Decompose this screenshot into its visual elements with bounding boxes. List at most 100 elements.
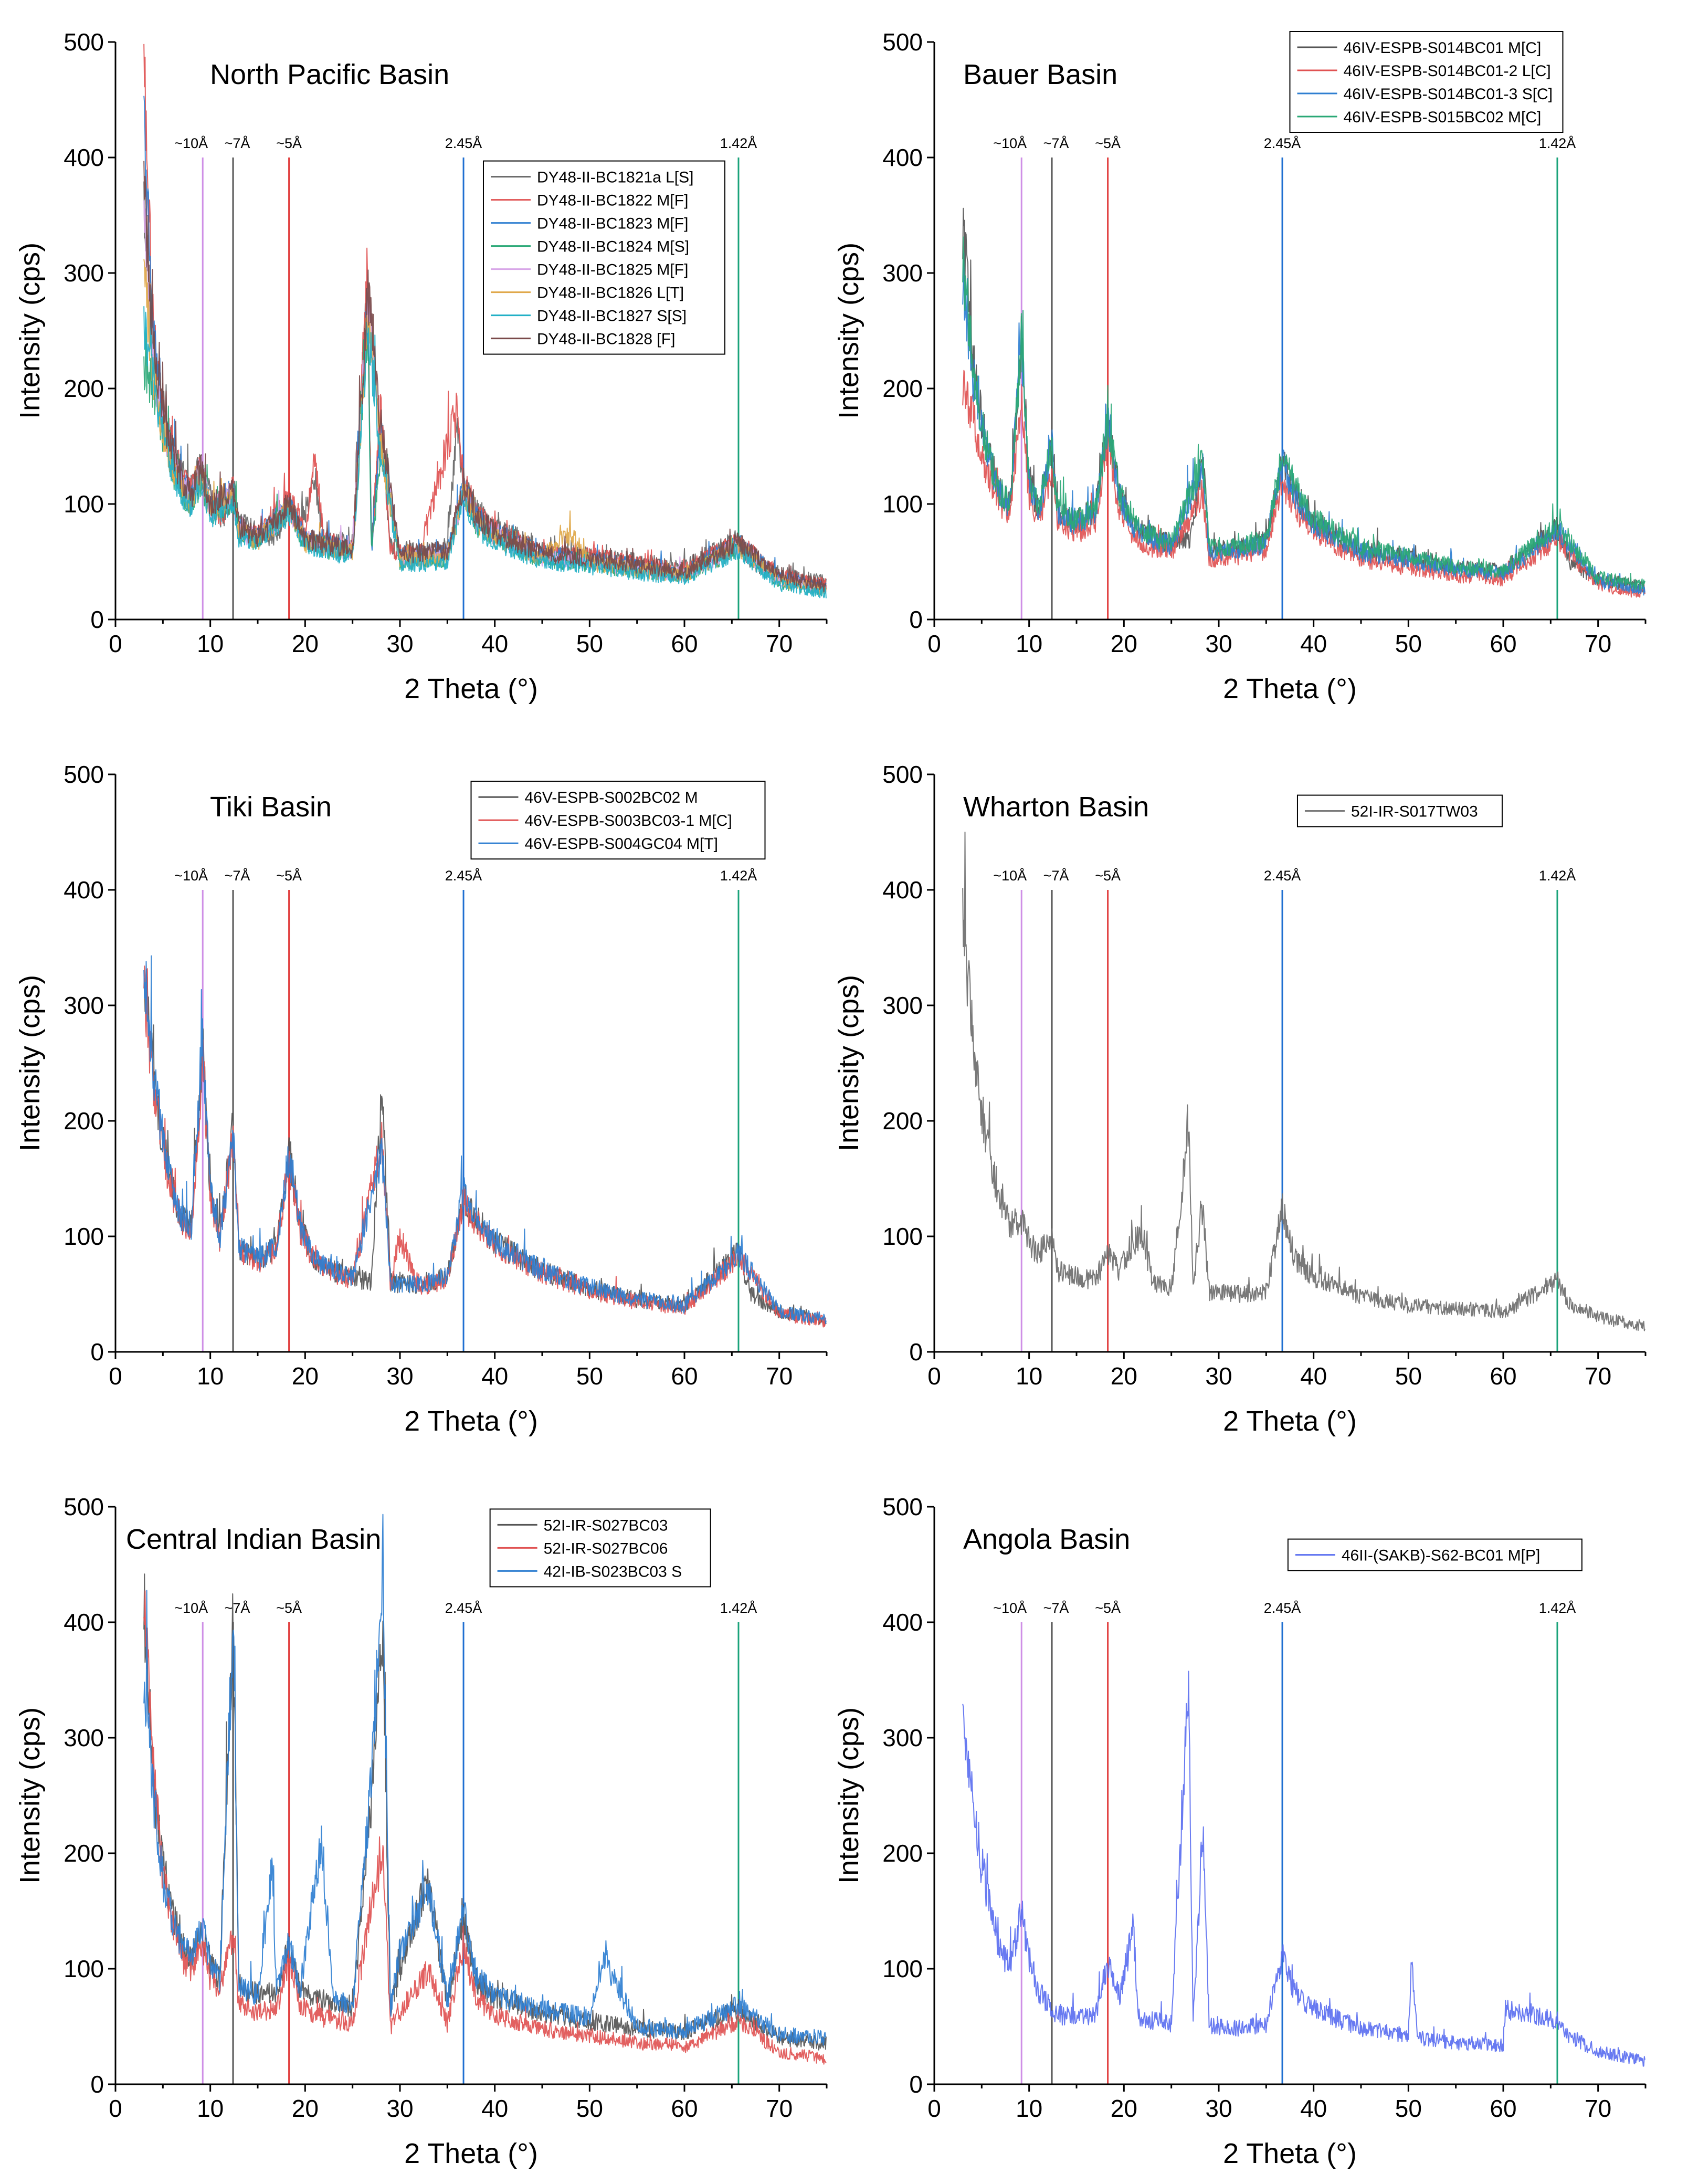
- reference-line-label: ~10Å: [993, 867, 1027, 884]
- reference-line-label: ~7Å: [1043, 867, 1069, 884]
- y-tick-label: 500: [64, 761, 104, 788]
- legend-label: 52I-IR-S027BC03: [544, 1517, 668, 1534]
- reference-line-label: 2.45Å: [445, 1600, 482, 1616]
- x-tick-label: 0: [109, 630, 122, 657]
- y-tick-label: 300: [882, 992, 923, 1019]
- x-tick-label: 30: [1205, 2095, 1232, 2122]
- x-tick-label: 70: [1585, 2095, 1611, 2122]
- x-tick-label: 40: [481, 630, 508, 657]
- legend-label: DY48-II-BC1821a L[S]: [537, 169, 694, 186]
- reference-line-label: 1.42Å: [720, 135, 757, 151]
- chart-panel: 0 100 200 300 400 500 0 10 20 30 40 50 60 70 2 Theta (…: [833, 761, 1647, 1437]
- reference-line-label: ~7Å: [225, 1600, 250, 1616]
- y-tick-label: 0: [909, 1338, 923, 1366]
- x-axis-title: 2 Theta (°): [404, 1405, 538, 1437]
- legend-label: 46IV-ESPB-S014BC01-3 S[C]: [1344, 86, 1553, 103]
- legend: 52I-IR-S027BC03 52I-IR-S027BC06 42I-IB-S02…: [489, 1508, 711, 1588]
- y-tick-label: 200: [64, 375, 104, 402]
- y-tick-label: 300: [882, 259, 923, 287]
- basin-title: Bauer Basin: [963, 59, 1117, 90]
- y-axis-title: Intensity (cps): [14, 975, 46, 1151]
- y-tick-label: 100: [64, 1955, 104, 1982]
- reference-line-label: ~10Å: [174, 867, 208, 884]
- y-tick-label: 300: [64, 992, 104, 1019]
- y-tick-label: 0: [909, 2071, 923, 2098]
- reference-lines: [202, 890, 740, 1352]
- data-series-line: [143, 1514, 827, 2046]
- legend-label: 46V-ESPB-S004GC04 M[T]: [525, 835, 719, 853]
- legend: DY48-II-BC1821a L[S] DY48-II-BC1822 M[F] D…: [482, 160, 725, 355]
- series-group: [962, 207, 1645, 598]
- x-tick-label: 20: [292, 2095, 319, 2122]
- reference-line-label: 1.42Å: [1539, 1600, 1576, 1616]
- x-tick-label: 60: [671, 2095, 698, 2122]
- reference-line-label: ~10Å: [993, 1600, 1027, 1616]
- y-tick-label: 300: [64, 1724, 104, 1751]
- reference-lines: [1020, 1622, 1558, 2084]
- y-tick-label: 200: [882, 1107, 923, 1135]
- data-series-line: [962, 236, 1645, 591]
- chart-panel: 0 100 200 300 400 500 0 10 20 30 40 50 60 70 2 Theta (…: [14, 28, 828, 705]
- x-tick-label: 70: [766, 1362, 793, 1390]
- x-tick-label: 10: [197, 1362, 224, 1390]
- data-series-line: [143, 161, 827, 593]
- legend: 46II-(SAKB)-S62-BC01 M[P]: [1287, 1538, 1582, 1571]
- x-tick-label: 60: [1490, 630, 1516, 657]
- y-tick-label: 100: [882, 1223, 923, 1250]
- legend-box: [1289, 31, 1564, 133]
- x-tick-label: 10: [197, 630, 224, 657]
- x-tick-label: 20: [1111, 1362, 1137, 1390]
- chart-panel: 0 100 200 300 400 500 0 10 20 30 40 50 60 70 2 Theta (…: [833, 1493, 1647, 2169]
- x-axis-title: 2 Theta (°): [1223, 1405, 1357, 1437]
- y-tick-label: 400: [882, 876, 923, 904]
- x-axis-title: 2 Theta (°): [1223, 673, 1357, 705]
- x-tick-label: 50: [1395, 2095, 1422, 2122]
- x-tick-label: 0: [927, 2095, 941, 2122]
- y-tick-label: 200: [882, 375, 923, 402]
- data-series-line: [143, 1590, 827, 2065]
- legend-box: [470, 781, 766, 860]
- data-series-line: [962, 832, 1645, 1331]
- data-series-line: [962, 253, 1645, 596]
- x-tick-label: 0: [109, 2095, 122, 2122]
- reference-line-label: ~7Å: [1043, 135, 1069, 151]
- x-tick-label: 30: [1205, 630, 1232, 657]
- y-tick-label: 400: [64, 1609, 104, 1636]
- legend-label: 46V-ESPB-S002BC02 M: [525, 789, 698, 806]
- reference-line-label: ~10Å: [174, 135, 208, 151]
- y-tick-label: 200: [882, 1840, 923, 1867]
- x-tick-label: 50: [1395, 630, 1422, 657]
- data-series-line: [962, 1671, 1645, 2067]
- chart-panel: 0 100 200 300 400 500 0 10 20 30 40 50 60 70 2 Theta (…: [833, 28, 1647, 705]
- x-tick-label: 10: [1016, 2095, 1042, 2122]
- legend-label: DY48-II-BC1825 M[F]: [537, 261, 688, 279]
- y-axis-title: Intensity (cps): [833, 975, 864, 1151]
- legend-label: 46IV-ESPB-S014BC01 M[C]: [1344, 39, 1542, 57]
- series-group: [143, 1514, 827, 2065]
- y-tick-label: 400: [64, 876, 104, 904]
- x-tick-label: 70: [766, 630, 793, 657]
- y-tick-label: 500: [64, 28, 104, 56]
- x-tick-label: 10: [197, 2095, 224, 2122]
- x-tick-label: 40: [481, 2095, 508, 2122]
- basin-title: Angola Basin: [963, 1524, 1130, 1555]
- reference-line-label: 2.45Å: [1264, 867, 1301, 884]
- legend: 46IV-ESPB-S014BC01 M[C] 46IV-ESPB-S014BC0…: [1289, 31, 1564, 133]
- y-tick-label: 400: [882, 1609, 923, 1636]
- y-tick-label: 500: [882, 1493, 923, 1520]
- y-tick-label: 500: [64, 1493, 104, 1520]
- legend-label: DY48-II-BC1826 L[T]: [537, 285, 684, 302]
- series-group: [143, 955, 827, 1328]
- reference-line-label: ~7Å: [225, 135, 250, 151]
- x-tick-label: 30: [386, 1362, 413, 1390]
- x-tick-label: 40: [1300, 630, 1327, 657]
- legend-box: [1287, 1538, 1582, 1571]
- x-tick-label: 0: [927, 1362, 941, 1390]
- y-tick-label: 300: [882, 1724, 923, 1751]
- y-tick-label: 500: [882, 28, 923, 56]
- chart-panel: 0 100 200 300 400 500 0 10 20 30 40 50 60 70 2 Theta (…: [14, 761, 828, 1437]
- x-tick-label: 40: [1300, 2095, 1327, 2122]
- reference-line-label: 2.45Å: [1264, 1600, 1301, 1616]
- x-tick-label: 0: [927, 630, 941, 657]
